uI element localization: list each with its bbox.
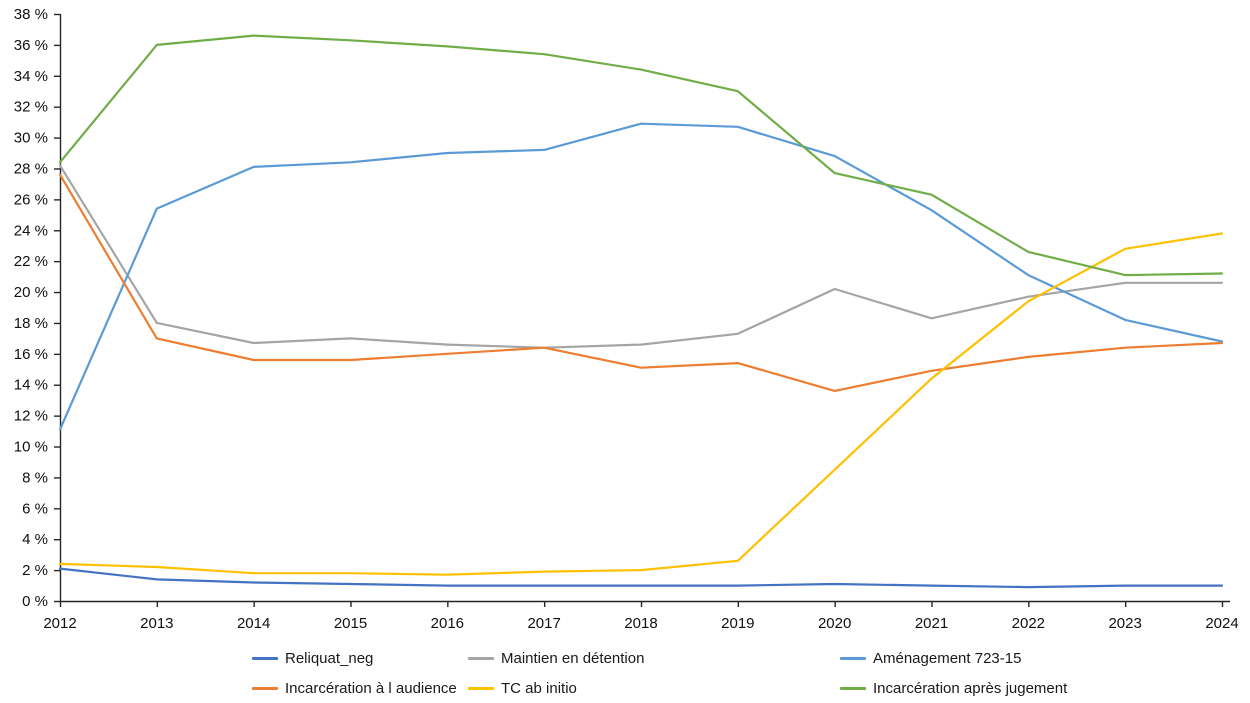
y-axis-label: 16 %: [14, 346, 48, 363]
x-axis-label: 2024: [1205, 615, 1238, 632]
x-axis-label: 2016: [431, 615, 464, 632]
y-axis-label: 22 %: [14, 253, 48, 270]
y-axis-label: 12 %: [14, 408, 48, 425]
legend-label-incarceration-apres-jugement: Incarcération après jugement: [873, 680, 1068, 697]
x-axis-label: 2019: [721, 615, 754, 632]
y-axis-label: 28 %: [14, 160, 48, 177]
x-axis-label: 2022: [1012, 615, 1045, 632]
x-axis-label: 2021: [915, 615, 948, 632]
legend-swatch-tc-ab-initio: [468, 687, 494, 690]
legend-item-incarceration-audience: Incarcération à l audience: [252, 680, 457, 697]
legend-swatch-incarceration-audience: [252, 687, 278, 690]
series-line-tc-ab-initio: [58, 232, 1224, 576]
y-axis-label: 8 %: [22, 469, 48, 486]
x-axis-label: 2013: [140, 615, 173, 632]
x-axis-label: 2017: [527, 615, 560, 632]
series-line-incarceration-a-l-audience: [58, 173, 1224, 392]
y-axis-label: 4 %: [22, 531, 48, 548]
x-axis-label: 2023: [1108, 615, 1141, 632]
legend-label-incarceration-audience: Incarcération à l audience: [285, 680, 457, 697]
legend-item-tc-ab-initio: TC ab initio: [468, 680, 577, 697]
legend-swatch-incarceration-apres-jugement: [840, 687, 866, 690]
y-axis-label: 6 %: [22, 500, 48, 517]
y-axis-label: 30 %: [14, 130, 48, 147]
legend-label-tc-ab-initio: TC ab initio: [501, 680, 577, 697]
chart-legend: Reliquat_neg Maintien en détention Aména…: [0, 640, 1250, 703]
y-axis-label: 38 %: [14, 6, 48, 23]
legend-item-amenagement-723-15: Aménagement 723-15: [840, 650, 1021, 667]
legend-label-maintien-en-detention: Maintien en détention: [501, 650, 645, 667]
legend-item-maintien-en-detention: Maintien en détention: [468, 650, 644, 667]
legend-item-reliquat-neg: Reliquat_neg: [252, 650, 373, 667]
x-axis-label: 2015: [334, 615, 367, 632]
x-axis-label: 2012: [43, 615, 76, 632]
series-line-maintien-en-detention: [58, 164, 1224, 349]
x-axis-label: 2018: [624, 615, 657, 632]
legend-swatch-maintien-en-detention: [468, 657, 494, 660]
y-axis-label: 34 %: [14, 68, 48, 85]
y-axis-label: 18 %: [14, 315, 48, 332]
series-line-incarceration-apres-jugement: [58, 34, 1224, 277]
legend-swatch-amenagement-723-15: [840, 657, 866, 660]
legend-item-incarceration-apres-jugement: Incarcération après jugement: [840, 680, 1067, 697]
y-axis-label: 26 %: [14, 191, 48, 208]
y-axis-label: 24 %: [14, 222, 48, 239]
y-axis-label: 14 %: [14, 377, 48, 394]
y-axis-label: 32 %: [14, 99, 48, 116]
legend-label-amenagement-723-15: Aménagement 723-15: [873, 650, 1022, 667]
y-axis-label: 10 %: [14, 439, 48, 456]
legend-label-reliquat-neg: Reliquat_neg: [285, 650, 374, 667]
y-axis-label: 20 %: [14, 284, 48, 301]
plot-area: 0 % 2 % 4 % 6 % 8 % 10 % 12 % 14 % 16 % 18 % 20 % 2…: [14, 6, 1239, 632]
x-axis-label: 2020: [818, 615, 851, 632]
y-axis-label: 2 %: [22, 562, 48, 579]
y-axis-label: 0 %: [22, 593, 48, 610]
y-axis-label: 36 %: [14, 37, 48, 54]
series-line-amenagement-723-15: [58, 122, 1224, 431]
series-line-reliquat-neg: [58, 567, 1224, 589]
legend-swatch-reliquat-neg: [252, 657, 278, 660]
x-axis-label: 2014: [237, 615, 270, 632]
